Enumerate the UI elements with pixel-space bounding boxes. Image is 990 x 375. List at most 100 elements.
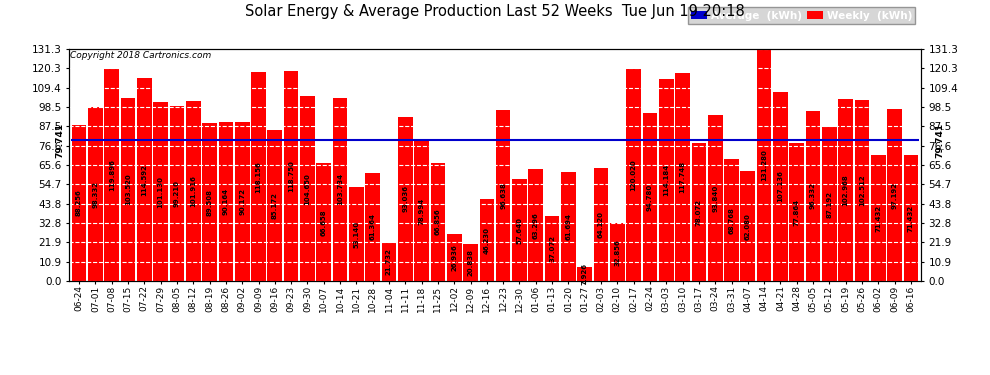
Text: 78.994: 78.994: [419, 198, 425, 225]
Text: 71.432: 71.432: [908, 204, 914, 232]
Bar: [512, 179, 527, 281]
Bar: [741, 171, 755, 281]
Bar: [365, 172, 380, 281]
Bar: [104, 69, 119, 281]
Text: 90.172: 90.172: [240, 188, 246, 215]
Text: 93.840: 93.840: [712, 184, 718, 212]
Text: 66.658: 66.658: [321, 209, 327, 236]
Text: Copyright 2018 Cartronics.com: Copyright 2018 Cartronics.com: [70, 51, 212, 60]
Bar: [529, 169, 544, 281]
Text: 79.741: 79.741: [936, 123, 944, 158]
Text: 94.780: 94.780: [646, 184, 653, 211]
Text: 103.734: 103.734: [337, 173, 344, 206]
Bar: [71, 125, 86, 281]
Text: 62.080: 62.080: [744, 213, 750, 240]
Text: 131.280: 131.280: [761, 149, 767, 181]
Bar: [186, 101, 201, 281]
Text: 118.750: 118.750: [288, 160, 294, 192]
Bar: [822, 127, 837, 281]
Bar: [496, 110, 511, 281]
Bar: [414, 141, 429, 281]
Bar: [627, 69, 641, 281]
Bar: [708, 115, 723, 281]
Text: 93.036: 93.036: [402, 185, 408, 212]
Bar: [284, 71, 298, 281]
Text: 66.856: 66.856: [435, 209, 441, 236]
Bar: [202, 123, 217, 281]
Bar: [431, 163, 446, 281]
Bar: [561, 172, 576, 281]
Bar: [398, 117, 413, 281]
Text: 37.072: 37.072: [549, 235, 555, 262]
Bar: [463, 244, 478, 281]
Text: 114.184: 114.184: [663, 164, 669, 196]
Text: 53.140: 53.140: [353, 220, 359, 248]
Text: 71.432: 71.432: [875, 204, 881, 232]
Text: 119.896: 119.896: [109, 159, 115, 191]
Text: 102.968: 102.968: [842, 174, 848, 206]
Bar: [317, 163, 331, 281]
Bar: [267, 130, 282, 281]
Text: 96.638: 96.638: [500, 182, 506, 209]
Text: 32.856: 32.856: [615, 239, 621, 266]
Text: 63.296: 63.296: [533, 212, 539, 238]
Text: 78.072: 78.072: [696, 199, 702, 226]
Text: 90.164: 90.164: [223, 188, 229, 215]
Bar: [692, 143, 706, 281]
Bar: [137, 78, 151, 281]
Text: 101.916: 101.916: [190, 175, 196, 207]
Bar: [88, 107, 103, 281]
Text: 118.156: 118.156: [255, 161, 261, 192]
Text: 87.192: 87.192: [827, 190, 833, 217]
Bar: [887, 109, 902, 281]
Bar: [610, 223, 625, 281]
Text: 57.640: 57.640: [517, 217, 523, 244]
Bar: [756, 49, 771, 281]
Text: 101.130: 101.130: [157, 176, 163, 208]
Text: 120.020: 120.020: [631, 159, 637, 191]
Bar: [333, 98, 347, 281]
Bar: [251, 72, 266, 281]
Bar: [446, 234, 461, 281]
Text: 46.230: 46.230: [484, 227, 490, 254]
Bar: [219, 122, 234, 281]
Bar: [724, 159, 739, 281]
Text: 89.508: 89.508: [207, 189, 213, 216]
Bar: [643, 113, 657, 281]
Text: 107.136: 107.136: [777, 171, 783, 202]
Bar: [235, 122, 249, 281]
Bar: [169, 106, 184, 281]
Bar: [773, 92, 788, 281]
Bar: [577, 267, 592, 281]
Text: 117.748: 117.748: [679, 161, 685, 193]
Text: 21.732: 21.732: [386, 249, 392, 276]
Bar: [839, 99, 853, 281]
Bar: [675, 73, 690, 281]
Text: 104.650: 104.650: [305, 172, 311, 204]
Text: 88.256: 88.256: [76, 190, 82, 216]
Text: 85.172: 85.172: [272, 192, 278, 219]
Text: 98.332: 98.332: [92, 181, 98, 208]
Bar: [300, 96, 315, 281]
Bar: [381, 243, 396, 281]
Bar: [121, 98, 136, 281]
Text: 26.936: 26.936: [451, 244, 457, 271]
Text: 114.592: 114.592: [142, 164, 148, 196]
Bar: [854, 100, 869, 281]
Text: 99.210: 99.210: [174, 180, 180, 207]
Text: 68.768: 68.768: [729, 207, 735, 234]
Bar: [789, 143, 804, 281]
Bar: [659, 79, 673, 281]
Bar: [904, 155, 919, 281]
Text: 61.694: 61.694: [565, 213, 571, 240]
Bar: [806, 111, 821, 281]
Bar: [871, 155, 886, 281]
Text: 77.864: 77.864: [794, 199, 800, 226]
Text: 61.364: 61.364: [369, 213, 375, 240]
Text: 64.120: 64.120: [598, 211, 604, 238]
Legend: Average  (kWh), Weekly  (kWh): Average (kWh), Weekly (kWh): [688, 8, 916, 24]
Text: 7.926: 7.926: [582, 263, 588, 285]
Text: 103.520: 103.520: [125, 174, 131, 206]
Text: 102.512: 102.512: [859, 175, 865, 206]
Text: 96.332: 96.332: [810, 183, 816, 209]
